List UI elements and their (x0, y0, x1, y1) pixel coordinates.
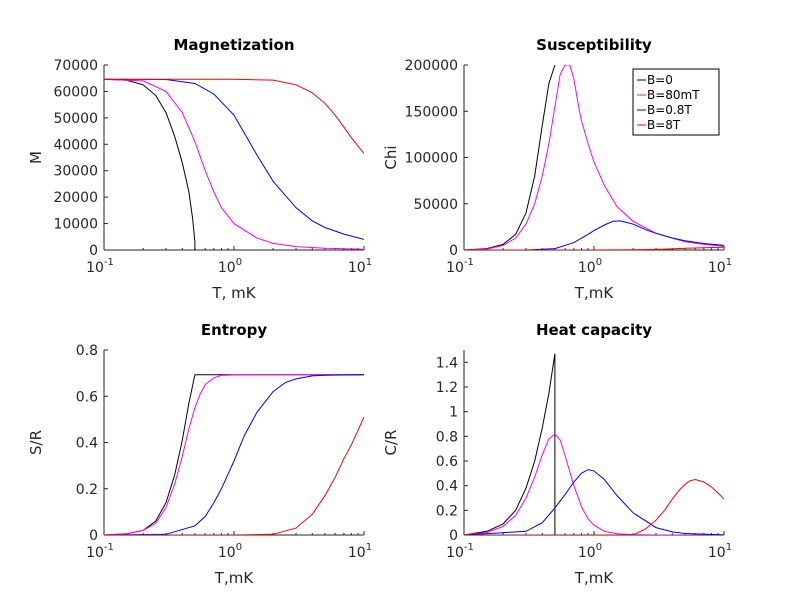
y-tick-label: 0 (449, 528, 458, 544)
y-tick-label: 0 (89, 243, 98, 259)
y-tick-label: 0.6 (76, 389, 98, 405)
y-tick-label: 40000 (53, 137, 98, 153)
y-tick-label: 70000 (53, 58, 98, 74)
series-line-b-0-8t (104, 78, 364, 240)
y-tick-label: 100000 (405, 151, 458, 167)
x-tick-label: 10-1 (446, 257, 474, 276)
y-axis-label: C/R (382, 430, 400, 456)
plot-panel-3: 0 0.2 0.4 0.6 0.8 10-1 100 101 Entropy T,mK S/R (27, 321, 372, 587)
y-tick-label: 30000 (53, 164, 98, 180)
x-tick-label: 101 (708, 257, 732, 276)
y-tick-label: 20000 (53, 190, 98, 206)
y-tick-label: 0.2 (76, 482, 98, 498)
plot-title: Heat capacity (536, 321, 652, 339)
series-line-b-8t (464, 246, 724, 250)
x-tick-label: 101 (348, 542, 372, 561)
y-axis-label: S/R (27, 430, 45, 455)
y-tick-label: 0.8 (436, 429, 458, 445)
y-axis-label: M (27, 151, 45, 164)
plot-title: Magnetization (173, 36, 294, 54)
y-tick-label: 0.4 (76, 436, 98, 452)
y-tick-label: 200000 (405, 58, 458, 74)
x-axis-label: T,mK (574, 569, 615, 587)
series-line-b-8t (104, 416, 364, 535)
legend-entry: B=0.8T (647, 103, 692, 117)
x-tick-label: 101 (348, 257, 372, 276)
series-line-b-0 (104, 374, 364, 535)
y-tick-label: 0 (449, 243, 458, 259)
y-tick-label: 0.8 (76, 343, 98, 359)
x-tick-label: 100 (218, 257, 242, 276)
series-line-b-0 (464, 65, 556, 250)
y-tick-label: 50000 (53, 111, 98, 127)
x-tick-label: 10-1 (446, 542, 474, 561)
x-axis-label: T,mK (574, 284, 615, 302)
series-line-b-80mt (464, 433, 724, 535)
y-tick-label: 60000 (53, 84, 98, 100)
plot-panel-1: 0 10000 20000 30000 40000 50000 60000 70000 10-1… (27, 36, 372, 302)
series-line-b-0-8t (464, 220, 724, 250)
x-tick-label: 10-1 (86, 542, 114, 561)
y-axis-label: Chi (382, 145, 400, 169)
y-tick-label: 0 (89, 528, 98, 544)
y-tick-label: 1 (449, 405, 458, 421)
series-line-b-8t (104, 78, 364, 154)
y-tick-label: 10000 (53, 217, 98, 233)
legend-entry: B=8T (647, 118, 681, 132)
series-line-b-80mt (464, 65, 724, 250)
series-line-b-0 (104, 78, 196, 250)
y-tick-label: 150000 (405, 104, 458, 120)
series-line-b-0 (464, 353, 724, 535)
plot-panel-4: 0 0.2 0.4 0.6 0.8 1 1.2 1.4 10-1 100 101 Heat capac… (382, 321, 732, 587)
y-tick-label: 0.4 (436, 479, 458, 495)
y-tick-label: 1.4 (436, 355, 458, 371)
series-line-b-80mt (104, 374, 364, 535)
x-tick-label: 101 (708, 542, 732, 561)
series-line-b-8t (464, 478, 724, 535)
series-line-b-0-8t (464, 469, 724, 535)
legend-entry: B=0 (647, 73, 673, 87)
series-line-b-80mt (104, 78, 364, 250)
y-tick-label: 0.6 (436, 454, 458, 470)
y-tick-label: 0.2 (436, 503, 458, 519)
legend-entry: B=80mT (647, 88, 700, 102)
plot-panel-2: 0 50000 100000 150000 200000 10-1 100 101 Suscep… (382, 36, 732, 302)
x-axis-label: T, mK (211, 284, 256, 302)
y-tick-label: 50000 (413, 197, 458, 213)
y-tick-label: 1.2 (436, 380, 458, 396)
series-line-b-0-8t (104, 374, 364, 535)
x-tick-label: 100 (578, 257, 602, 276)
x-tick-label: 10-1 (86, 257, 114, 276)
x-axis-label: T,mK (214, 569, 255, 587)
x-tick-label: 100 (218, 542, 242, 561)
legend-box (632, 68, 720, 136)
plot-title: Susceptibility (536, 36, 652, 54)
x-tick-label: 100 (578, 542, 602, 561)
plot-title: Entropy (201, 321, 268, 339)
